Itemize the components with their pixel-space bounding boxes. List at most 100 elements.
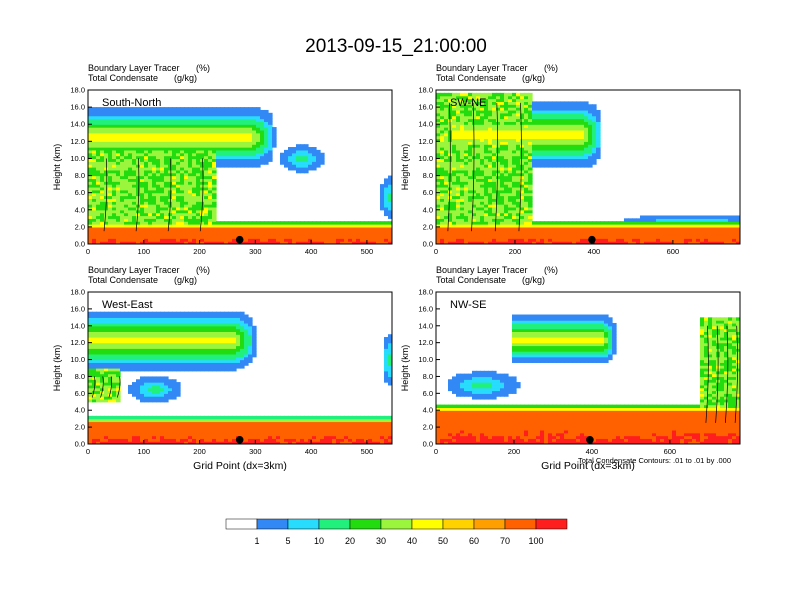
field-cell — [460, 164, 465, 168]
field-cell — [292, 241, 297, 244]
field-cell — [508, 104, 513, 108]
field-cell — [136, 238, 141, 242]
y-tick-label: 0.0 — [423, 240, 433, 249]
field-cell — [144, 152, 149, 157]
field-cell — [132, 181, 137, 185]
field-cell — [588, 229, 593, 234]
y-tick-label: 14.0 — [418, 120, 433, 129]
field-cell — [124, 325, 129, 330]
field-cell — [128, 387, 133, 392]
field-cell — [216, 224, 221, 228]
field-cell — [160, 132, 165, 137]
field-cell — [116, 348, 121, 352]
field-cell — [128, 107, 133, 111]
field-cell — [160, 195, 165, 199]
field-cell — [108, 144, 113, 148]
field-cell — [180, 189, 185, 194]
field-cell — [104, 334, 109, 338]
field-cell — [180, 135, 185, 140]
field-cell — [120, 107, 125, 111]
field-cell — [176, 138, 181, 142]
field-cell — [304, 147, 309, 151]
field-cell — [136, 181, 141, 185]
field-cell — [112, 331, 117, 335]
field-cell — [480, 221, 485, 225]
field-cell — [96, 112, 101, 117]
field-cell — [160, 215, 165, 219]
field-cell — [488, 184, 493, 188]
field-cell — [204, 115, 209, 120]
field-cell — [580, 164, 585, 168]
field-cell — [196, 172, 201, 177]
field-cell — [196, 135, 201, 140]
field-cell — [720, 235, 725, 239]
field-cell — [352, 235, 357, 239]
field-cell — [132, 415, 137, 420]
field-cell — [144, 135, 149, 140]
field-cell — [112, 342, 117, 347]
field-cell — [512, 138, 517, 142]
field-cell — [140, 201, 145, 205]
field-cell — [444, 221, 449, 225]
field-cell — [212, 235, 217, 239]
field-cell — [148, 175, 153, 180]
field-cell — [528, 115, 533, 120]
field-cell — [224, 161, 229, 165]
field-cell — [92, 348, 97, 352]
field-cell — [168, 238, 173, 242]
field-cell — [260, 235, 265, 239]
field-cell — [448, 206, 453, 211]
field-cell — [96, 322, 101, 327]
field-cell — [92, 232, 97, 237]
field-cell — [700, 235, 705, 239]
field-cell — [104, 384, 109, 389]
field-cell — [180, 181, 185, 185]
field-cell — [480, 206, 485, 211]
field-cell — [456, 149, 461, 154]
field-cell — [92, 353, 97, 358]
field-cell — [440, 147, 445, 151]
field-cell — [484, 124, 489, 128]
field-cell — [184, 201, 189, 205]
field-cell — [520, 212, 525, 217]
field-cell — [596, 238, 601, 242]
field-cell — [468, 184, 473, 188]
field-cell — [544, 141, 549, 145]
field-cell — [108, 396, 113, 400]
field-cell — [380, 195, 385, 199]
field-cell — [468, 115, 473, 120]
field-cell — [592, 144, 597, 148]
field-cell — [172, 186, 177, 191]
field-cell — [132, 195, 137, 199]
field-cell — [524, 204, 529, 208]
field-cell — [696, 241, 701, 244]
field-cell — [124, 353, 129, 358]
field-cell — [472, 204, 477, 208]
x-tick-label: 500 — [361, 247, 374, 256]
field-cell — [552, 144, 557, 148]
field-cell — [100, 432, 105, 437]
field-cell — [452, 189, 457, 194]
field-cell — [716, 229, 721, 234]
field-cell — [96, 393, 101, 397]
field-cell — [260, 144, 265, 148]
field-cell — [384, 212, 389, 217]
field-cell — [436, 129, 441, 134]
field-cell — [148, 232, 153, 237]
field-cell — [492, 184, 497, 188]
field-cell — [448, 215, 453, 219]
field-cell — [656, 224, 661, 228]
field-cell — [492, 186, 497, 191]
field-cell — [524, 224, 529, 228]
field-cell — [196, 127, 201, 131]
field-cell — [472, 112, 477, 117]
field-cell — [104, 387, 109, 392]
field-cell — [460, 127, 465, 131]
field-cell — [88, 201, 93, 205]
field-cell — [572, 224, 577, 228]
field-cell — [116, 382, 121, 386]
field-cell — [532, 124, 537, 128]
field-cell — [104, 382, 109, 386]
field-cell — [152, 158, 157, 162]
field-cell — [112, 370, 117, 375]
